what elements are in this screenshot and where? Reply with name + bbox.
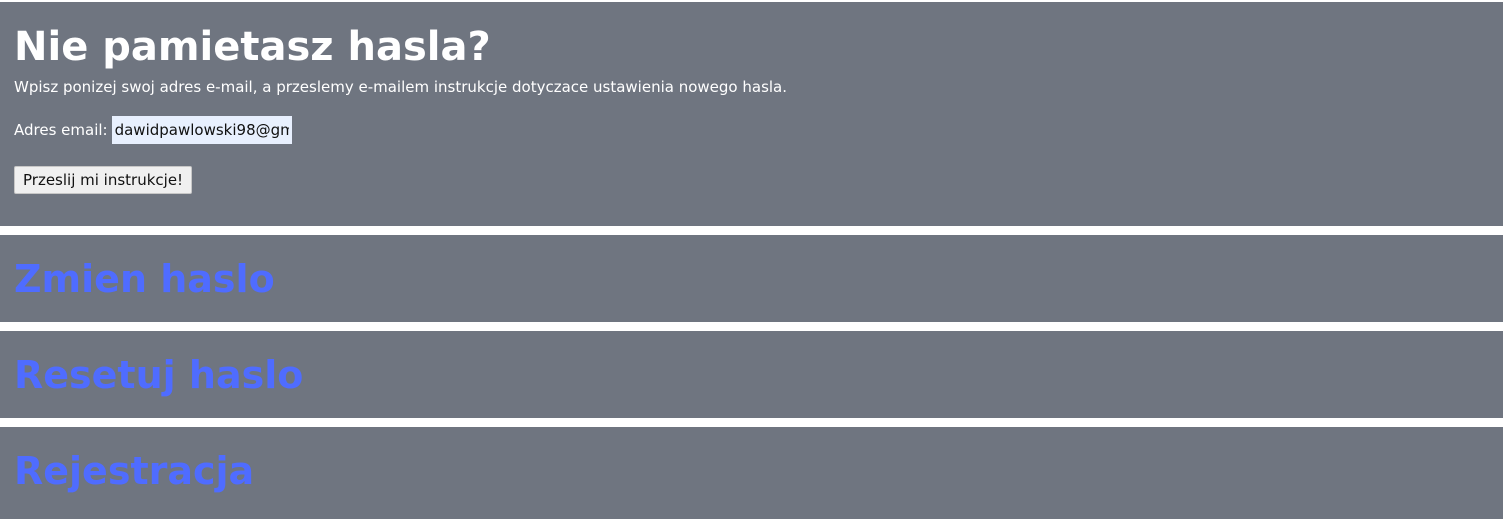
page-description: Wpisz ponizej swoj adres e-mail, a przes… [14, 78, 788, 96]
forgot-password-panel: Nie pamietasz hasla? Wpisz ponizej swoj … [0, 2, 1503, 226]
email-label: Adres email: [14, 121, 108, 139]
reset-password-link[interactable]: Resetuj haslo [14, 353, 304, 397]
page-title: Nie pamietasz hasla? [14, 24, 491, 70]
email-input[interactable] [111, 116, 292, 144]
register-link[interactable]: Rejestracja [14, 449, 255, 493]
reset-password-panel: Resetuj haslo [0, 331, 1503, 418]
submit-instructions-button[interactable]: Przeslij mi instrukcje! [14, 166, 193, 194]
email-row: Adres email: [14, 116, 292, 144]
change-password-panel: Zmien haslo [0, 235, 1503, 322]
register-panel: Rejestracja [0, 427, 1503, 519]
change-password-link[interactable]: Zmien haslo [14, 257, 275, 301]
